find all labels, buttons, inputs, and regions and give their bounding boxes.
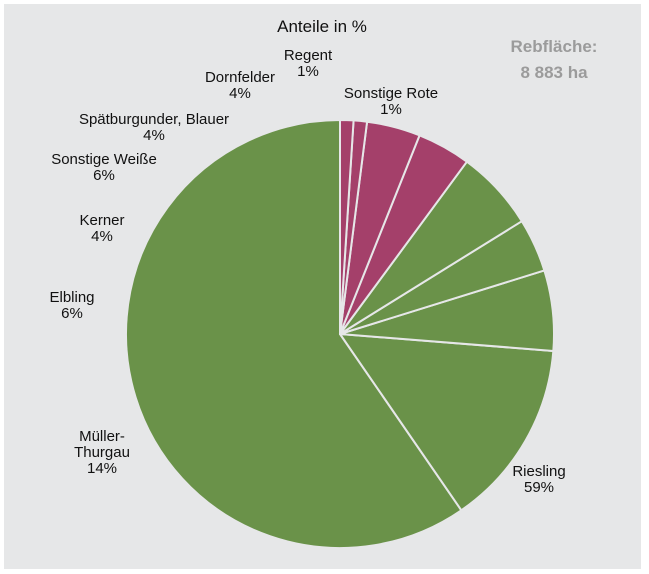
slice-label-line: 6%	[93, 167, 115, 184]
slice-label-line: 4%	[229, 85, 251, 102]
slice-label-line: Spätburgunder, Blauer	[79, 111, 229, 128]
slice-label-regent: Regent 1%	[284, 47, 333, 80]
total-area-label: Rebfläche:	[511, 37, 598, 56]
slice-label-line: Riesling	[512, 463, 565, 480]
slice-label-müller-thurgau: Müller-Thurgau 14%	[74, 428, 130, 477]
slice-label-line: Thurgau	[74, 444, 130, 461]
slice-label-sonstige-rote: Sonstige Rote 1%	[344, 85, 438, 118]
slice-label-line: Elbling	[49, 289, 94, 306]
pie-chart: Anteile in % Rebfläche: 8 883 ha Rieslin…	[49, 17, 598, 549]
slice-label-line: Regent	[284, 47, 333, 64]
slice-label-line: Kerner	[79, 212, 124, 229]
slice-label-line: Müller-	[79, 428, 125, 445]
slice-label-line: 4%	[91, 228, 113, 245]
slice-label-line: Sonstige Rote	[344, 85, 438, 102]
pie-slice-müller-thurgau	[339, 333, 555, 512]
pie-slice-sonstige-rote	[339, 118, 355, 335]
slice-label-dornfelder: Dornfelder 4%	[205, 69, 275, 102]
slice-label-line: 1%	[380, 101, 402, 118]
slice-label-line: 59%	[524, 479, 554, 496]
slice-label-line: 1%	[297, 63, 319, 80]
slice-label-line: 4%	[143, 127, 165, 144]
slice-label-line: 6%	[61, 305, 83, 322]
slice-labels: Riesling 59%Müller-Thurgau 14%Elbling 6%Ker…	[49, 47, 565, 496]
slice-label-kerner: Kerner 4%	[79, 212, 124, 245]
slice-label-elbling: Elbling 6%	[49, 289, 94, 322]
total-area-value: 8 883 ha	[520, 63, 588, 82]
slice-label-sonstige-weiße: Sonstige Weiße 6%	[51, 151, 157, 184]
slice-label-line: Dornfelder	[205, 69, 275, 86]
pie-slices	[125, 118, 555, 549]
slice-label-line: 14%	[87, 460, 117, 477]
slice-label-spätburgunder-blauer: Spätburgunder, Blauer 4%	[79, 111, 229, 144]
slice-label-riesling: Riesling 59%	[512, 463, 565, 496]
slice-label-line: Sonstige Weiße	[51, 151, 157, 168]
chart-title: Anteile in %	[277, 17, 367, 36]
chart-frame: Anteile in % Rebfläche: 8 883 ha Rieslin…	[4, 4, 641, 569]
pie-slice-riesling	[125, 119, 463, 549]
